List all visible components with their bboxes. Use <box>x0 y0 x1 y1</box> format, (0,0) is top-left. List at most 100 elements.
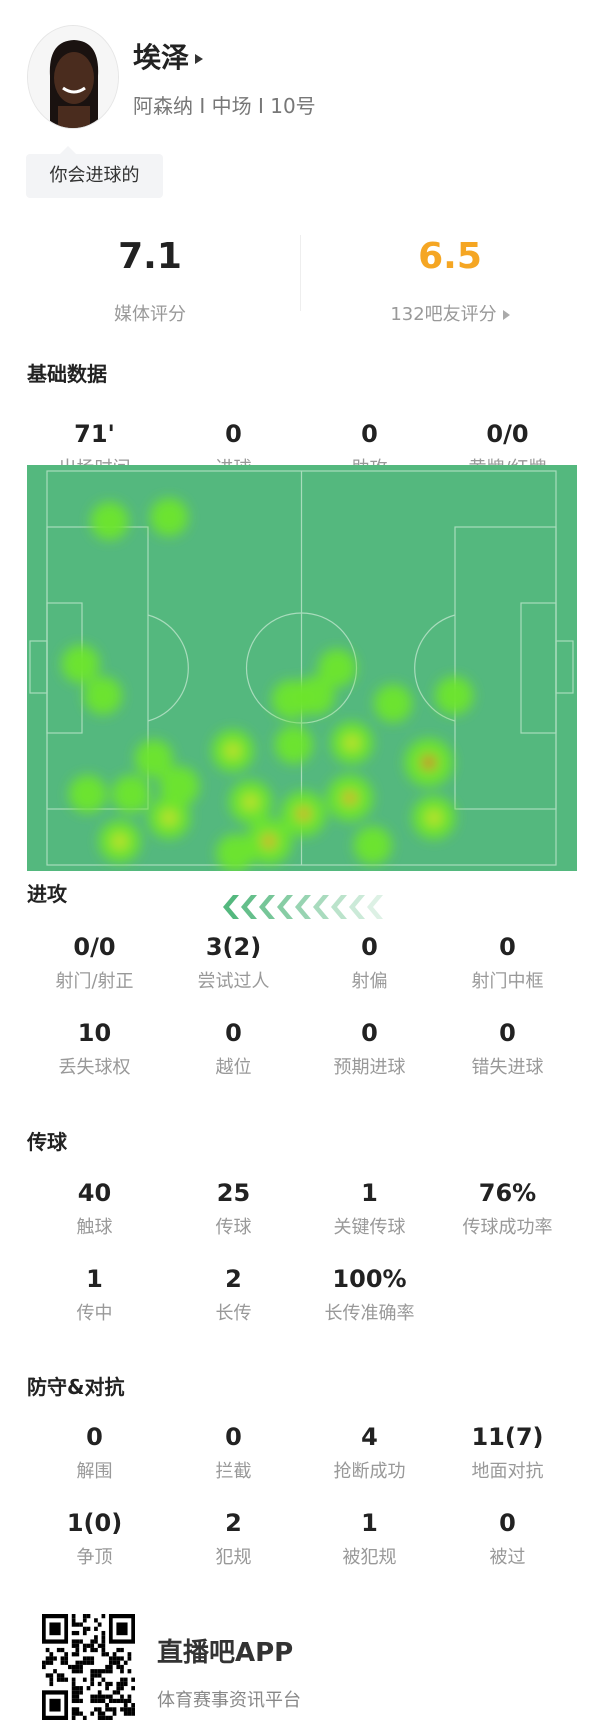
qr-code-icon <box>42 1614 135 1720</box>
media-rating-label: 媒体评分 <box>114 304 186 325</box>
stat-attack: 0 射偏 <box>301 933 438 993</box>
stat-value: 0 <box>361 420 378 448</box>
heat-point <box>68 775 107 814</box>
heat-point <box>161 809 178 826</box>
stat-value: 4 <box>361 1423 378 1451</box>
heat-point <box>435 676 474 715</box>
heatmap-pitch <box>27 465 577 873</box>
stat-value: 40 <box>77 1179 112 1207</box>
stat-value: 0 <box>86 1423 103 1451</box>
heat-point <box>298 808 309 819</box>
stat-label: 关键传球 <box>333 1217 406 1238</box>
heat-point <box>422 756 435 769</box>
stat-label: 射偏 <box>351 971 388 992</box>
stat-label: 预期进球 <box>333 1057 406 1078</box>
stat-label: 尝试过人 <box>197 971 270 992</box>
chevron-left-icon <box>367 895 383 919</box>
heat-point <box>374 684 413 723</box>
stat-defense: 11(7) 地面对抗 <box>439 1423 576 1483</box>
stat-defense: 1(0) 争顶 <box>26 1509 163 1569</box>
stat-label: 射门中框 <box>471 971 544 992</box>
app-tagline: 体育赛事资讯平台 <box>157 1690 301 1711</box>
stat-label: 错失进球 <box>471 1057 544 1078</box>
stat-label: 抢断成功 <box>333 1461 406 1482</box>
stat-defense: 0 解围 <box>26 1423 163 1483</box>
heat-point <box>274 725 313 764</box>
player-info: 阿森纳 I 中场 I 10号 <box>133 94 316 118</box>
stat-value: 0 <box>361 1019 378 1047</box>
stat-passing: 40 触球 <box>26 1179 163 1239</box>
stat-label: 被犯规 <box>342 1547 397 1568</box>
heat-point <box>263 836 274 847</box>
stat-label: 争顶 <box>76 1547 113 1568</box>
chevron-left-icon <box>349 895 365 919</box>
stat-attack: 0/0 射门/射正 <box>26 933 163 993</box>
section-title-attack: 进攻 <box>27 882 67 906</box>
fan-rating-link[interactable]: 132吧友评分 <box>300 300 600 326</box>
stat-label: 触球 <box>76 1217 113 1238</box>
stat-value: 0/0 <box>486 420 529 448</box>
stat-value: 0/0 <box>73 933 116 961</box>
stat-attack: 3(2) 尝试过人 <box>165 933 302 993</box>
player-avatar[interactable] <box>27 25 119 129</box>
stat-value: 71' <box>74 420 115 448</box>
stat-value: 1 <box>361 1179 378 1207</box>
chevron-left-icon <box>223 895 239 919</box>
stat-value: 2 <box>225 1509 242 1537</box>
stat-label: 被过 <box>489 1547 526 1568</box>
heat-point <box>83 676 122 715</box>
chevron-left-icon <box>241 895 257 919</box>
stat-value: 3(2) <box>205 933 262 961</box>
heat-point <box>318 649 357 687</box>
stat-value: 100% <box>332 1265 407 1293</box>
stat-value: 1 <box>361 1509 378 1537</box>
stat-value: 11(7) <box>471 1423 544 1451</box>
stat-attack: 10 丢失球权 <box>26 1019 163 1079</box>
stat-passing: 25 传球 <box>165 1179 302 1239</box>
stat-label: 丢失球权 <box>58 1057 131 1078</box>
stat-attack: 0 错失进球 <box>439 1019 576 1079</box>
stat-passing: 100% 长传准确率 <box>301 1265 438 1325</box>
stat-label: 解围 <box>76 1461 113 1482</box>
divider <box>300 235 301 311</box>
stat-passing: 2 长传 <box>165 1265 302 1325</box>
stat-label: 传球成功率 <box>462 1217 553 1238</box>
stat-value: 0 <box>225 1019 242 1047</box>
stat-value: 0 <box>225 420 242 448</box>
section-title-passing: 传球 <box>27 1130 67 1154</box>
chevron-left-icon <box>277 895 293 919</box>
stat-label: 犯规 <box>215 1547 252 1568</box>
stat-defense: 0 拦截 <box>165 1423 302 1483</box>
section-title-basic: 基础数据 <box>27 362 107 386</box>
heat-point <box>216 834 255 873</box>
heat-point <box>159 766 200 807</box>
stat-passing: 76% 传球成功率 <box>439 1179 576 1239</box>
heat-point <box>425 809 442 826</box>
comment-bubble: 你会进球的 <box>26 146 163 198</box>
stat-defense: 2 犯规 <box>165 1509 302 1569</box>
stat-value: 0 <box>361 933 378 961</box>
stat-defense: 0 被过 <box>439 1509 576 1569</box>
player-name[interactable]: 埃泽 <box>133 36 204 76</box>
heat-point <box>111 775 150 814</box>
stat-attack: 0 预期进球 <box>301 1019 438 1079</box>
stat-value: 0 <box>225 1423 242 1451</box>
heat-point <box>90 502 129 541</box>
stat-defense: 1 被犯规 <box>301 1509 438 1569</box>
play-arrow-icon <box>195 54 204 64</box>
heat-point <box>353 826 392 865</box>
stat-value: 0 <box>499 1509 516 1537</box>
stat-value: 10 <box>77 1019 112 1047</box>
heat-point <box>150 498 189 537</box>
chevron-left-icon <box>259 895 275 919</box>
heat-point <box>111 833 128 850</box>
stat-label: 长传准确率 <box>324 1303 415 1324</box>
heat-point <box>344 793 355 804</box>
stat-passing: 1 传中 <box>26 1265 163 1325</box>
app-name: 直播吧APP <box>157 1638 294 1668</box>
heat-point <box>295 676 335 716</box>
stat-label: 传中 <box>76 1303 113 1324</box>
arrow-right-icon <box>502 310 510 320</box>
stat-value: 2 <box>225 1265 242 1293</box>
heat-point <box>343 734 360 751</box>
